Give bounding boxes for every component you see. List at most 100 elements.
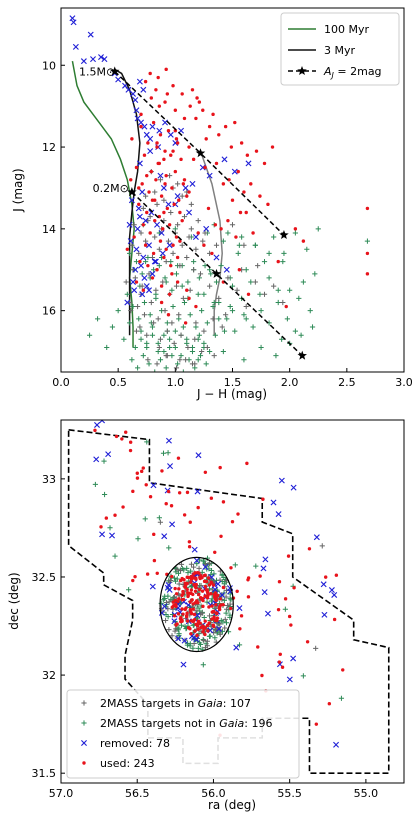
cmd-point-plus (162, 308, 168, 314)
sky-point-dot (207, 621, 211, 625)
cmd-point-plus (177, 357, 183, 363)
cmd-point-dot (148, 71, 152, 76)
cmd-point-dot (194, 116, 198, 121)
cmd-point-plus (284, 316, 290, 322)
cmd-point-plus (204, 320, 210, 326)
cmd-point-dot (190, 88, 195, 92)
cmd-point-x (139, 189, 146, 196)
cmd-point-plus (154, 361, 160, 367)
cmd-point-dot (237, 268, 242, 272)
cmd-point-plus (212, 332, 218, 338)
sky-point-dot (221, 603, 225, 607)
cmd-point-plus (208, 271, 214, 277)
cmd-point-plus (135, 303, 141, 310)
sky-point-plus (201, 614, 207, 621)
cmd-point-dot (134, 165, 139, 170)
sky-point-dot (289, 623, 293, 627)
sky-point-dot (278, 652, 282, 657)
sky-point-x (320, 581, 327, 588)
cmd-point-dot (221, 182, 226, 186)
x-tick-label: 56.5 (125, 787, 150, 800)
sky-point-plus (190, 645, 196, 651)
cmd-point-plus (127, 250, 133, 256)
cmd-point-plus (148, 299, 154, 306)
sky-point-plus (282, 606, 288, 612)
sky-point-x (290, 655, 297, 662)
cmd-point-dot (159, 300, 164, 305)
cmd-point-x (69, 15, 76, 22)
legend-label-3myr: 3 Myr (324, 44, 355, 57)
cmd-point-x (158, 229, 165, 236)
cmd-point-plus (252, 279, 258, 285)
cmd-point-x (152, 258, 159, 265)
cmd-point-plus (258, 344, 264, 351)
sky-point-dot (99, 525, 103, 529)
cmd-point-plus (234, 287, 240, 293)
cmd-point-dot (147, 190, 151, 194)
cmd-point-dot (151, 120, 156, 125)
cmd-point-plus (138, 328, 144, 334)
cmd-point-plus (315, 226, 321, 232)
sky-point-x (278, 477, 285, 484)
y-tick-label: 14 (42, 223, 56, 236)
cmd-point-plus (186, 234, 192, 240)
cmd-point-x (156, 127, 163, 134)
sky-point-plus (92, 481, 98, 488)
sky-point-dot (166, 489, 171, 494)
cmd-point-dot (196, 231, 200, 235)
sky-point-plus (167, 577, 174, 584)
cmd-point-plus (157, 336, 164, 342)
sky-point-x (167, 463, 174, 470)
sky-point-plus (200, 636, 206, 643)
sky-point-dot (228, 606, 233, 611)
cmd-point-plus (185, 279, 191, 285)
cmd-point-plus (207, 283, 213, 289)
sky-legend-box (66, 689, 300, 779)
cmd-point-dot (139, 112, 143, 117)
sky-point-dot (196, 600, 200, 605)
cmd-point-dot (143, 243, 148, 247)
cmd-point-dot (182, 116, 187, 121)
sky-point-dot (182, 513, 187, 517)
sky-point-x (275, 511, 282, 518)
legend-marker (81, 720, 87, 726)
cmd-point-plus (147, 213, 153, 220)
sky-point-dot (145, 572, 150, 576)
sky-point-x (286, 676, 293, 683)
sky-point-x (333, 741, 340, 748)
cmd-point-plus (144, 344, 150, 351)
sky-point-dot (218, 597, 222, 601)
sky-point-x (313, 534, 320, 541)
cmd-point-plus (94, 316, 101, 322)
extinction-vector-line (131, 191, 303, 357)
cmd-point-plus (225, 230, 231, 236)
sky-point-dot (201, 604, 205, 609)
cmd-point-x (146, 287, 153, 294)
sky-point-dot (189, 611, 194, 616)
cmd-point-plus (128, 308, 134, 314)
sky-point-plus (208, 567, 215, 574)
sky-point-dot (195, 633, 199, 638)
cmd-point-x (128, 197, 135, 204)
sky-point-plus (221, 574, 227, 581)
sky-point-dot (177, 587, 181, 591)
cmd-point-dot (162, 157, 166, 162)
cmd-point-plus (191, 267, 197, 273)
legend-plus-gray-icon (81, 700, 87, 706)
cmd-point-plus (220, 348, 226, 355)
sky-point-dot (152, 532, 156, 537)
sky-point-dot (323, 575, 328, 579)
sky-point-plus (236, 642, 243, 648)
sky-point-x (219, 591, 226, 598)
cmd-point-dot (204, 137, 208, 141)
sky-point-dot (128, 440, 133, 444)
sky-point-x (181, 637, 188, 644)
cmd-scatter-points (69, 15, 371, 372)
cmd-point-dot (191, 157, 196, 162)
cmd-point-plus (218, 263, 224, 269)
sky-point-plus (223, 610, 229, 616)
cmd-point-plus (160, 279, 166, 285)
cmd-point-dot (163, 182, 167, 186)
sky-point-plus (178, 622, 185, 628)
sky-point-dot (332, 617, 337, 622)
